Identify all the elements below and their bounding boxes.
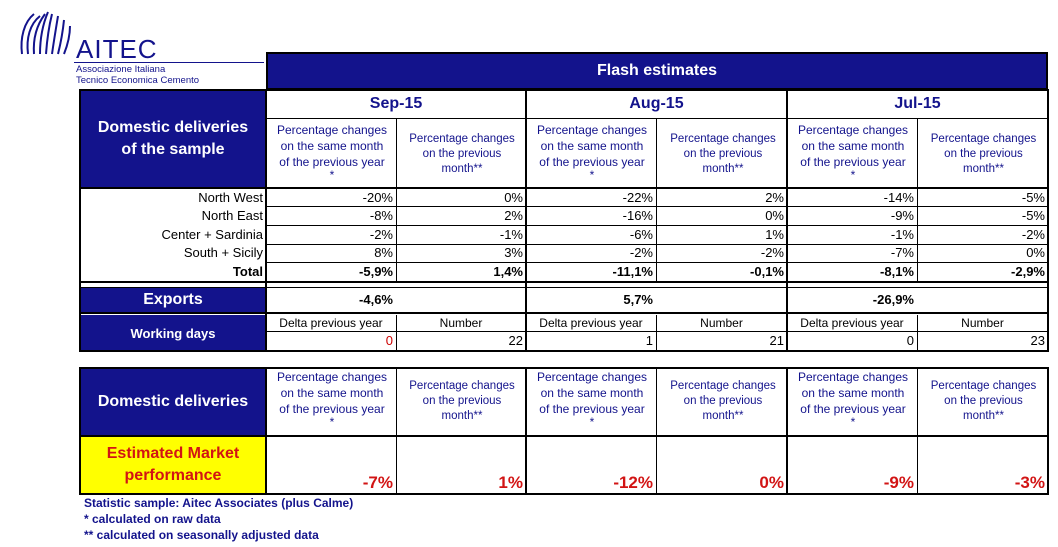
month-header-aug: Aug-15	[629, 95, 684, 112]
region-value: -5%	[1021, 190, 1045, 205]
region-value: -1%	[890, 227, 914, 242]
region-value: -2%	[629, 245, 653, 260]
logo-line1: Associazione Italiana	[76, 64, 166, 75]
region-name: Center + Sardinia	[161, 227, 263, 242]
wd-sub-sep-delta: Delta previous year	[279, 316, 383, 330]
exports-value-sep: -4,6%	[359, 292, 393, 307]
bottom-col-header-sep-yoy: Percentage changes on the same month of th…	[276, 370, 388, 429]
region-value: -2%	[369, 227, 393, 242]
wd-value: 22	[508, 333, 523, 348]
month-header-sep: Sep-15	[369, 95, 423, 112]
market-value: 0%	[759, 473, 784, 492]
region-value: -20%	[362, 190, 393, 205]
region-value: 8%	[374, 245, 393, 260]
market-value: -7%	[362, 473, 393, 492]
footnote-sample: Statistic sample: Aitec Associates (plus…	[84, 496, 354, 510]
region-value: -14%	[883, 190, 914, 205]
logo-underline	[74, 62, 264, 63]
col-header-jul-mom: Percentage changes on the previous month**	[930, 133, 1037, 175]
logo-line2: Tecnico Economica Cemento	[76, 75, 200, 86]
bottom-col-header-aug-mom: Percentage changes on the previous month**	[670, 380, 776, 422]
total-value: -0,1%	[750, 264, 784, 279]
region-value: 2%	[765, 190, 784, 205]
exports-label: Exports	[80, 288, 266, 312]
wd-sub-aug-number: Number	[700, 316, 743, 330]
wd-value: 0	[906, 333, 914, 348]
region-value: -2%	[760, 245, 784, 260]
footnote-raw: * calculated on raw data	[84, 512, 221, 526]
bottom-col-header-sep-mom: Percentage changes on the previous month**	[409, 380, 515, 422]
region-value: -1%	[499, 227, 523, 242]
logo-name: AITEC	[76, 34, 158, 64]
region-value: -2%	[1021, 227, 1045, 242]
wd-sub-jul-number: Number	[961, 316, 1004, 330]
region-name: North West	[198, 190, 263, 205]
total-value: -11,1%	[612, 264, 653, 279]
region-rows: North West North East Center + Sardinia …	[80, 189, 1048, 282]
region-value: 1%	[765, 227, 784, 242]
total-name: Total	[232, 264, 263, 279]
region-value: -6%	[629, 227, 653, 242]
wd-sub-sep-number: Number	[439, 316, 483, 330]
col-header-jul-yoy: Percentage changes on the same month of th…	[797, 123, 909, 182]
exports-value-jul: -26,9%	[872, 292, 914, 307]
region-name: South + Sicily	[183, 245, 263, 260]
col-header-sep-yoy: Percentage changes on the same month of th…	[276, 123, 388, 182]
region-values: -20% 0% -22% 2% -14% -5% -8% 2% -16% 0% -9% -5% -2% -…	[266, 189, 1048, 282]
market-value: -9%	[883, 473, 914, 492]
wd-value: 23	[1030, 333, 1045, 348]
wd-sub-jul-delta: Delta previous year	[800, 316, 904, 330]
bottom-col-header-jul-mom: Percentage changes on the previous month**	[930, 380, 1037, 422]
exports-value-aug: 5,7%	[623, 292, 653, 307]
total-value: 1,4%	[493, 264, 523, 279]
region-value: 0%	[765, 208, 784, 223]
wd-value: 0	[385, 333, 393, 348]
market-value: -3%	[1014, 473, 1045, 492]
col-header-aug-mom: Percentage changes on the previous month**	[670, 133, 776, 175]
wd-value: 21	[769, 333, 784, 348]
market-value: -12%	[613, 473, 653, 492]
domestic-deliveries-sample-label: Domestic deliveries of the sample	[80, 90, 266, 188]
col-header-aug-yoy: Percentage changes on the same month of th…	[536, 123, 648, 182]
estimated-market-performance-label: Estimated Market performance	[80, 437, 266, 493]
flash-estimates-title: Flash estimates	[266, 52, 1048, 90]
region-value: -7%	[890, 245, 914, 260]
region-value: -16%	[622, 208, 653, 223]
col-header-sep-mom: Percentage changes on the previous month**	[409, 133, 515, 175]
region-name: North East	[201, 208, 263, 223]
working-days-label: Working days	[80, 315, 266, 351]
domestic-deliveries-label: Domestic deliveries	[80, 368, 266, 436]
region-value: -8%	[369, 208, 393, 223]
aitec-logo-icon	[20, 11, 71, 55]
wd-sub-aug-delta: Delta previous year	[539, 316, 643, 330]
region-value: 0%	[504, 190, 523, 205]
wd-value: 1	[645, 333, 653, 348]
bottom-col-header-jul-yoy: Percentage changes on the same month of th…	[797, 370, 909, 429]
total-value: -5,9%	[359, 264, 393, 279]
region-value: 2%	[504, 208, 523, 223]
total-value: -8,1%	[880, 264, 914, 279]
bottom-col-header-aug-yoy: Percentage changes on the same month of th…	[536, 370, 648, 429]
market-value: 1%	[498, 473, 523, 492]
region-value: -5%	[1021, 208, 1045, 223]
region-value: 0%	[1026, 245, 1045, 260]
total-value: -2,9%	[1011, 264, 1045, 279]
footnote-seasonal: ** calculated on seasonally adjusted dat…	[84, 528, 319, 542]
region-value: -9%	[890, 208, 914, 223]
region-value: -22%	[622, 190, 653, 205]
month-header-jul: Jul-15	[894, 95, 941, 112]
logo: AITEC Associazione Italiana Tecnico Econ…	[14, 8, 264, 88]
region-value: 3%	[504, 245, 523, 260]
